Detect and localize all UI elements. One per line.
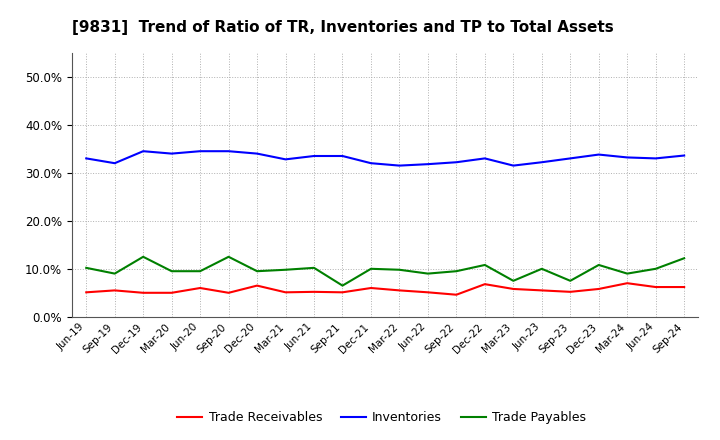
Inventories — [395, 163, 404, 168]
Legend: Trade Receivables, Inventories, Trade Payables: Trade Receivables, Inventories, Trade Pa… — [172, 407, 591, 429]
Trade Receivables — [566, 289, 575, 294]
Inventories — [338, 154, 347, 159]
Trade Receivables — [395, 288, 404, 293]
Line: Inventories: Inventories — [86, 151, 684, 165]
Line: Trade Payables: Trade Payables — [86, 257, 684, 286]
Inventories — [310, 154, 318, 159]
Trade Payables — [623, 271, 631, 276]
Inventories — [82, 156, 91, 161]
Trade Receivables — [680, 284, 688, 290]
Trade Payables — [423, 271, 432, 276]
Trade Receivables — [282, 290, 290, 295]
Inventories — [480, 156, 489, 161]
Trade Payables — [167, 268, 176, 274]
Trade Payables — [537, 266, 546, 271]
Trade Payables — [366, 266, 375, 271]
Trade Receivables — [196, 286, 204, 291]
Trade Receivables — [338, 290, 347, 295]
Trade Payables — [566, 278, 575, 283]
Trade Payables — [595, 262, 603, 268]
Trade Receivables — [310, 289, 318, 294]
Trade Receivables — [167, 290, 176, 295]
Inventories — [595, 152, 603, 157]
Trade Payables — [310, 265, 318, 271]
Trade Payables — [225, 254, 233, 260]
Inventories — [566, 156, 575, 161]
Trade Receivables — [253, 283, 261, 288]
Trade Payables — [196, 268, 204, 274]
Trade Payables — [395, 267, 404, 272]
Inventories — [537, 160, 546, 165]
Trade Receivables — [452, 292, 461, 297]
Inventories — [680, 153, 688, 158]
Text: [9831]  Trend of Ratio of TR, Inventories and TP to Total Assets: [9831] Trend of Ratio of TR, Inventories… — [72, 20, 613, 35]
Inventories — [423, 161, 432, 167]
Inventories — [167, 151, 176, 156]
Trade Payables — [509, 278, 518, 283]
Trade Receivables — [480, 282, 489, 287]
Trade Payables — [652, 266, 660, 271]
Trade Payables — [452, 268, 461, 274]
Inventories — [652, 156, 660, 161]
Trade Receivables — [225, 290, 233, 295]
Trade Receivables — [623, 281, 631, 286]
Trade Receivables — [652, 284, 660, 290]
Trade Receivables — [82, 290, 91, 295]
Trade Payables — [253, 268, 261, 274]
Line: Trade Receivables: Trade Receivables — [86, 283, 684, 295]
Trade Receivables — [509, 286, 518, 292]
Inventories — [623, 155, 631, 160]
Trade Receivables — [423, 290, 432, 295]
Inventories — [282, 157, 290, 162]
Trade Payables — [338, 283, 347, 288]
Inventories — [253, 151, 261, 156]
Trade Payables — [480, 262, 489, 268]
Inventories — [110, 161, 119, 166]
Trade Receivables — [537, 288, 546, 293]
Trade Receivables — [595, 286, 603, 292]
Trade Payables — [82, 265, 91, 271]
Trade Payables — [680, 256, 688, 261]
Trade Receivables — [139, 290, 148, 295]
Inventories — [509, 163, 518, 168]
Trade Payables — [139, 254, 148, 260]
Trade Payables — [110, 271, 119, 276]
Inventories — [366, 161, 375, 166]
Inventories — [225, 149, 233, 154]
Inventories — [196, 149, 204, 154]
Trade Receivables — [366, 286, 375, 291]
Inventories — [139, 149, 148, 154]
Inventories — [452, 160, 461, 165]
Trade Payables — [282, 267, 290, 272]
Trade Receivables — [110, 288, 119, 293]
